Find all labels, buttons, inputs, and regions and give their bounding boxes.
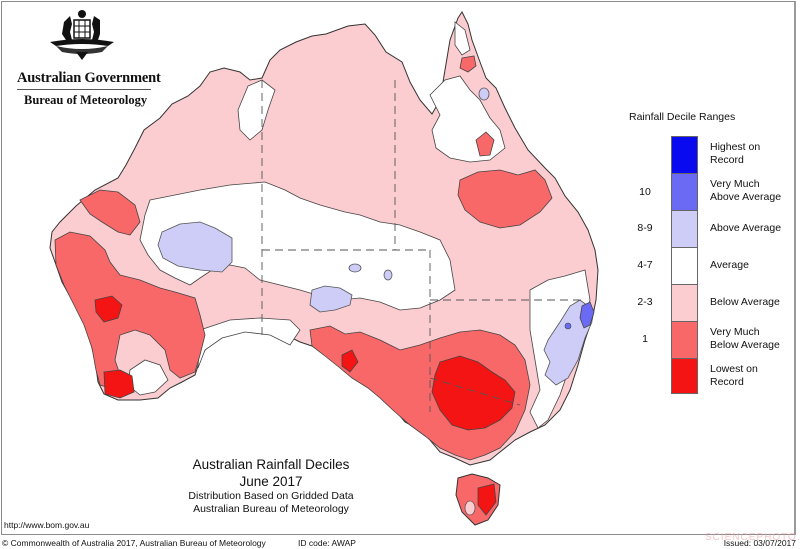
legend-swatch-average (671, 247, 698, 285)
copyright-notice: © Commonwealth of Australia 2017, Austra… (2, 538, 266, 548)
region-above-nsw-east (543, 299, 593, 386)
region-above-qld-small (478, 87, 490, 101)
bom-url-link[interactable]: http://www.bom.gov.au (4, 520, 90, 530)
region-vmbelow-cape-york (459, 55, 477, 73)
region-lowest-wa-centre (94, 295, 123, 323)
state-borders (261, 80, 585, 412)
legend-swatch-below (671, 284, 698, 322)
legend-swatch-highest (671, 136, 698, 174)
legend-label-very-much-above: Very Much Above Average (710, 178, 782, 203)
region-average-cape-york (454, 21, 471, 56)
map-title-block: Australian Rainfall Deciles June 2017 Di… (160, 456, 382, 516)
legend-label-average: Average (710, 259, 749, 271)
region-lowest-tasmania-east (477, 483, 497, 516)
legend-swatch-lowest (671, 358, 698, 394)
region-above-central-wa (157, 221, 233, 273)
org-name: Australian Government (17, 70, 161, 86)
region-above-sa-small-2 (383, 269, 393, 281)
legend-label-lowest: Lowest on Record (710, 363, 758, 388)
region-lowest-victoria (431, 355, 516, 431)
org-sub: Bureau of Meteorology (24, 93, 148, 107)
legend-swatch-very-much-above (671, 173, 698, 211)
legend-range-4-7: 4-7 (637, 259, 653, 271)
region-average-tasmania (464, 500, 476, 516)
org-divider (17, 89, 151, 90)
region-lowest-wa-south (103, 369, 135, 399)
region-average-central-west (139, 181, 456, 311)
legend-swatch-above (671, 210, 698, 248)
legend-title: Rainfall Decile Ranges (629, 111, 736, 123)
legend-label-below: Below Average (710, 296, 780, 308)
region-average-sa-bight (197, 317, 301, 369)
watermark: SCIENCEPHOTO.COM (705, 532, 800, 543)
legend-label-highest: Highest on Record (710, 141, 761, 166)
map-subtitle-2: Australian Bureau of Meteorology (193, 503, 349, 515)
coat-of-arms-icon (50, 10, 114, 60)
map-subtitle-1: Distribution Based on Gridded Data (188, 490, 354, 502)
region-above-sa-small (348, 263, 362, 273)
region-vmbelow-wa-pilbara (79, 189, 141, 236)
region-vmabove-nsw-dot (564, 322, 572, 330)
region-vmbelow-qld-north (475, 131, 495, 157)
legend-swatch-very-much-below (671, 321, 698, 359)
region-vmbelow-qld-central (457, 169, 553, 229)
map-title: Australian Rainfall Deciles (192, 457, 350, 472)
legend-range-2-3: 2-3 (637, 296, 653, 308)
region-vmbelow-wa-sw (54, 231, 206, 389)
region-above-sa-north (309, 285, 353, 313)
region-vmabove-nsw (579, 301, 595, 329)
issued-date: Issued: 03/07/2017 (723, 538, 796, 548)
id-code: ID code: AWAP (298, 538, 356, 548)
legend-range-8-9: 8-9 (637, 222, 653, 234)
region-average-nt-north (237, 79, 276, 141)
legend-label-very-much-below: Very Much Below Average (710, 326, 780, 351)
region-lowest-sa-eyre (341, 349, 359, 373)
legend-range-1: 1 (642, 333, 648, 345)
map-period: June 2017 (239, 474, 303, 489)
legend-range-10: 10 (639, 186, 651, 198)
legend-label-above: Above Average (710, 222, 782, 234)
